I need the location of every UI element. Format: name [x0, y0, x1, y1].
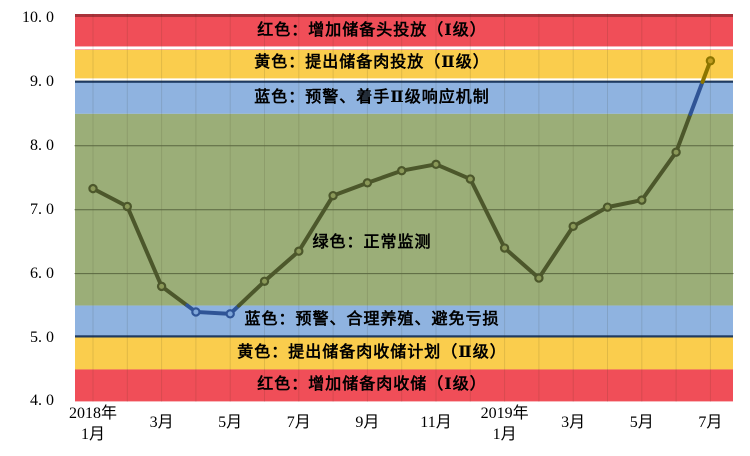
line-segment	[399, 162, 438, 173]
y-tick-label: 10. 0	[22, 9, 54, 26]
zone-label-yellow-top: 黄色：提出储备肉投放（Ⅱ级）	[254, 54, 490, 71]
zone-label-yellow-bottom: 黄色：提出储备肉收储计划（Ⅱ级）	[237, 344, 507, 361]
data-point	[294, 246, 304, 256]
zone-label-blue-bottom: 蓝色：预警、合理养殖、避免亏损	[244, 311, 500, 328]
y-tick-label: 7. 0	[30, 200, 54, 218]
x-tick-line: 1月	[80, 426, 105, 443]
line-segment	[365, 168, 404, 185]
line-segment	[502, 246, 541, 281]
line-segment	[331, 180, 370, 198]
x-tick-label: 7月	[698, 414, 723, 431]
y-tick-label: 6. 0	[30, 264, 54, 282]
x-tick-line: 2018年	[68, 405, 117, 422]
x-tick-line: 1月	[492, 426, 517, 443]
line-segment	[193, 309, 233, 316]
data-point	[431, 159, 441, 170]
data-point	[156, 281, 167, 292]
line-segment	[159, 284, 190, 308]
data-point	[362, 178, 373, 188]
y-tick-label: 8. 0	[30, 136, 54, 154]
data-point	[602, 202, 613, 212]
x-tick-label: 5月	[629, 414, 654, 431]
data-point	[465, 174, 475, 184]
y-tick-label: 9. 0	[30, 72, 54, 90]
band-gap-9-5	[75, 46, 733, 50]
data-point	[499, 243, 510, 253]
line-segment	[296, 193, 336, 254]
line-segment	[674, 111, 693, 155]
data-point	[225, 309, 235, 319]
zone-band-blue	[75, 305, 733, 338]
line-segment	[262, 249, 301, 284]
data-point	[705, 56, 716, 66]
data-point	[328, 190, 338, 201]
data-point	[637, 195, 647, 205]
line-segment	[571, 205, 610, 229]
band-gap-9-0	[75, 78, 733, 81]
data-point	[191, 307, 201, 317]
x-tick-label: 2018年 1月	[48, 403, 138, 445]
line-segment	[688, 79, 705, 116]
data-point	[259, 276, 270, 286]
data-point	[534, 273, 544, 283]
x-tick-label: 3月	[149, 414, 174, 431]
zone-label-red-bottom: 红色：增加储备肉收储（Ⅰ级）	[257, 376, 487, 393]
zone-label-green: 绿色：正常监测	[312, 234, 432, 251]
threshold-line-5-0	[75, 335, 733, 338]
line-segment	[91, 186, 130, 209]
data-point	[122, 201, 133, 212]
zone-label-red-top: 红色：增加储备头投放（Ⅰ级）	[257, 22, 487, 39]
line-segment	[125, 204, 164, 289]
zone-band-yellow	[75, 49, 733, 82]
data-point	[88, 183, 98, 194]
line-segment	[468, 177, 507, 251]
x-tick-label: 5月	[218, 414, 243, 431]
zone-band-red	[75, 14, 733, 50]
line-segment	[639, 150, 679, 203]
line-segment	[434, 162, 473, 182]
zone-band-blue	[75, 81, 733, 114]
line-segment	[605, 198, 644, 210]
zone-label-blue-top: 蓝色：预警、着手Ⅱ级响应机制	[254, 89, 490, 106]
y-tick-label: 4. 0	[30, 392, 54, 410]
y-tick-label: 5. 0	[30, 328, 54, 346]
line-segment	[536, 224, 576, 281]
zone-band-red	[75, 369, 733, 402]
x-tick-label: 3月	[561, 414, 586, 431]
x-tick-label: 11月	[420, 414, 452, 431]
threshold-line-9-0	[75, 80, 733, 83]
data-point	[671, 147, 681, 157]
zone-band-yellow	[75, 337, 733, 370]
x-tick-label: 7月	[286, 414, 311, 431]
plot-top-border	[75, 14, 733, 17]
data-point	[397, 166, 407, 176]
line-segment	[236, 279, 267, 308]
x-tick-label: 9月	[355, 414, 380, 431]
data-point	[568, 221, 578, 232]
x-tick-label: 2019年 1月	[460, 403, 550, 445]
x-tick-line: 2019年	[480, 405, 529, 422]
